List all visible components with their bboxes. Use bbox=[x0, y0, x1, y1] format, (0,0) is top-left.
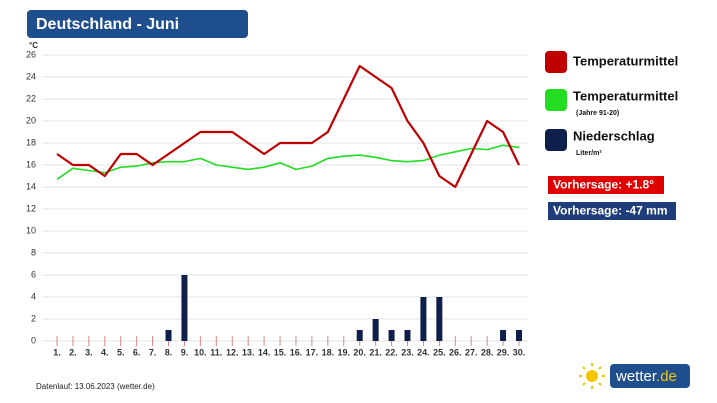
y-tick-label: 22 bbox=[26, 93, 36, 103]
y-unit: °C bbox=[29, 41, 38, 50]
x-tick-label: 13. bbox=[242, 347, 255, 357]
y-tick-label: 6 bbox=[31, 269, 36, 279]
chart-title: Deutschland - Juni bbox=[36, 16, 179, 33]
y-tick-label: 20 bbox=[26, 115, 36, 125]
x-tick-label: 27. bbox=[465, 347, 478, 357]
y-tick-label: 16 bbox=[26, 159, 36, 169]
x-tick-label: 4. bbox=[101, 347, 109, 357]
logo-box bbox=[610, 364, 690, 388]
legend-swatch bbox=[545, 129, 567, 151]
x-tick-label: 5. bbox=[117, 347, 125, 357]
y-tick-label: 26 bbox=[26, 49, 36, 59]
bar bbox=[500, 330, 507, 341]
bar bbox=[181, 275, 188, 341]
x-tick-label: 11. bbox=[210, 347, 222, 357]
y-tick-label: 8 bbox=[31, 247, 36, 257]
line bbox=[56, 64, 520, 189]
bar bbox=[388, 330, 395, 341]
legend-swatch bbox=[545, 89, 567, 111]
x-tick-label: 10. bbox=[194, 347, 207, 357]
legend-note: Liter/m² bbox=[576, 150, 602, 157]
x-tick-label: 20. bbox=[353, 347, 366, 357]
bar bbox=[165, 330, 172, 341]
x-tick-label: 7. bbox=[149, 347, 157, 357]
bar bbox=[404, 330, 411, 341]
x-tick-label: 28. bbox=[481, 347, 494, 357]
bar bbox=[516, 330, 522, 341]
logo-word: wetter bbox=[615, 368, 657, 385]
annotation-box bbox=[548, 202, 676, 220]
x-tick-label: 15. bbox=[274, 347, 287, 357]
logo: wetter.de bbox=[579, 363, 690, 389]
x-tick-label: 18. bbox=[322, 347, 335, 357]
annotation: Vorhersage: -47 mm bbox=[553, 204, 668, 218]
x-tick-label: 12. bbox=[226, 347, 239, 357]
logo-text: wetter.de bbox=[615, 368, 677, 385]
bar bbox=[420, 297, 427, 341]
x-tick-label: 19. bbox=[338, 347, 351, 357]
x-tick-label: 22. bbox=[385, 347, 398, 357]
x-tick-label: 6. bbox=[133, 347, 141, 357]
sun-rays bbox=[579, 363, 605, 389]
bar bbox=[356, 330, 363, 341]
x-tick-label: 3. bbox=[85, 347, 93, 357]
y-tick-label: 18 bbox=[26, 137, 36, 147]
bar bbox=[372, 319, 379, 341]
legend-note: (Jahre 91-20) bbox=[576, 110, 619, 117]
y-tick-label: 4 bbox=[31, 291, 36, 301]
logo-domain: .de bbox=[656, 368, 677, 385]
x-tick-label: 14. bbox=[258, 347, 271, 357]
x-tick-label: 8. bbox=[165, 347, 173, 357]
y-tick-label: 0 bbox=[31, 335, 36, 345]
y-tick-label: 14 bbox=[26, 181, 36, 191]
x-tick-label: 2. bbox=[69, 347, 77, 357]
x-tick-label: 17. bbox=[306, 347, 319, 357]
y-tick-label: 24 bbox=[26, 71, 36, 81]
y-tick-label: 12 bbox=[26, 203, 36, 213]
x-tick-label: 24. bbox=[417, 347, 430, 357]
x-tick-label: 23. bbox=[401, 347, 414, 357]
legend-swatch bbox=[545, 51, 567, 73]
y-tick-label: 2 bbox=[31, 313, 36, 323]
legend-label: Temperaturmittel bbox=[573, 88, 678, 103]
x-tick-label: 29. bbox=[497, 347, 510, 357]
x-tick-label: 9. bbox=[181, 347, 189, 357]
x-tick-label: 25. bbox=[433, 347, 446, 357]
x-tick-label: 26. bbox=[449, 347, 462, 357]
legend-label: Niederschlag bbox=[573, 128, 655, 143]
y-tick-label: 10 bbox=[26, 225, 36, 235]
line bbox=[56, 144, 520, 180]
x-tick-label: 1. bbox=[53, 347, 61, 357]
annotation-box bbox=[548, 176, 664, 194]
x-tick-label: 30. bbox=[513, 347, 526, 357]
legend-label: Temperaturmittel bbox=[573, 53, 678, 68]
x-tick-label: 16. bbox=[290, 347, 303, 357]
x-tick-label: 21. bbox=[369, 347, 382, 357]
title-box bbox=[27, 10, 248, 38]
sun-icon bbox=[586, 370, 598, 382]
annotation: Vorhersage: +1.8° bbox=[553, 178, 654, 192]
footer: Datenlauf: 13.06.2023 (wetter.de) bbox=[36, 382, 155, 391]
bar bbox=[436, 297, 443, 341]
